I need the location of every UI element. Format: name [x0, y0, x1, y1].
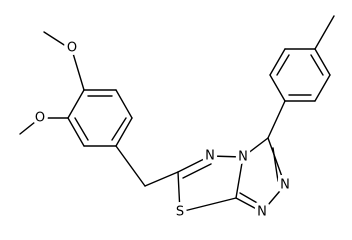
atom-label: O: [67, 41, 77, 56]
bonds: [19, 15, 335, 213]
atom-label: O: [35, 111, 45, 126]
atom-label: N: [205, 149, 215, 164]
atom-label: N: [257, 205, 267, 220]
atom-label: N: [238, 150, 248, 165]
molecule-diagram: O O N N N N S: [19, 15, 335, 223]
atom-label: S: [176, 205, 184, 220]
atom-labels: O O N N N N S: [31, 37, 293, 223]
atom-label: N: [280, 178, 290, 193]
